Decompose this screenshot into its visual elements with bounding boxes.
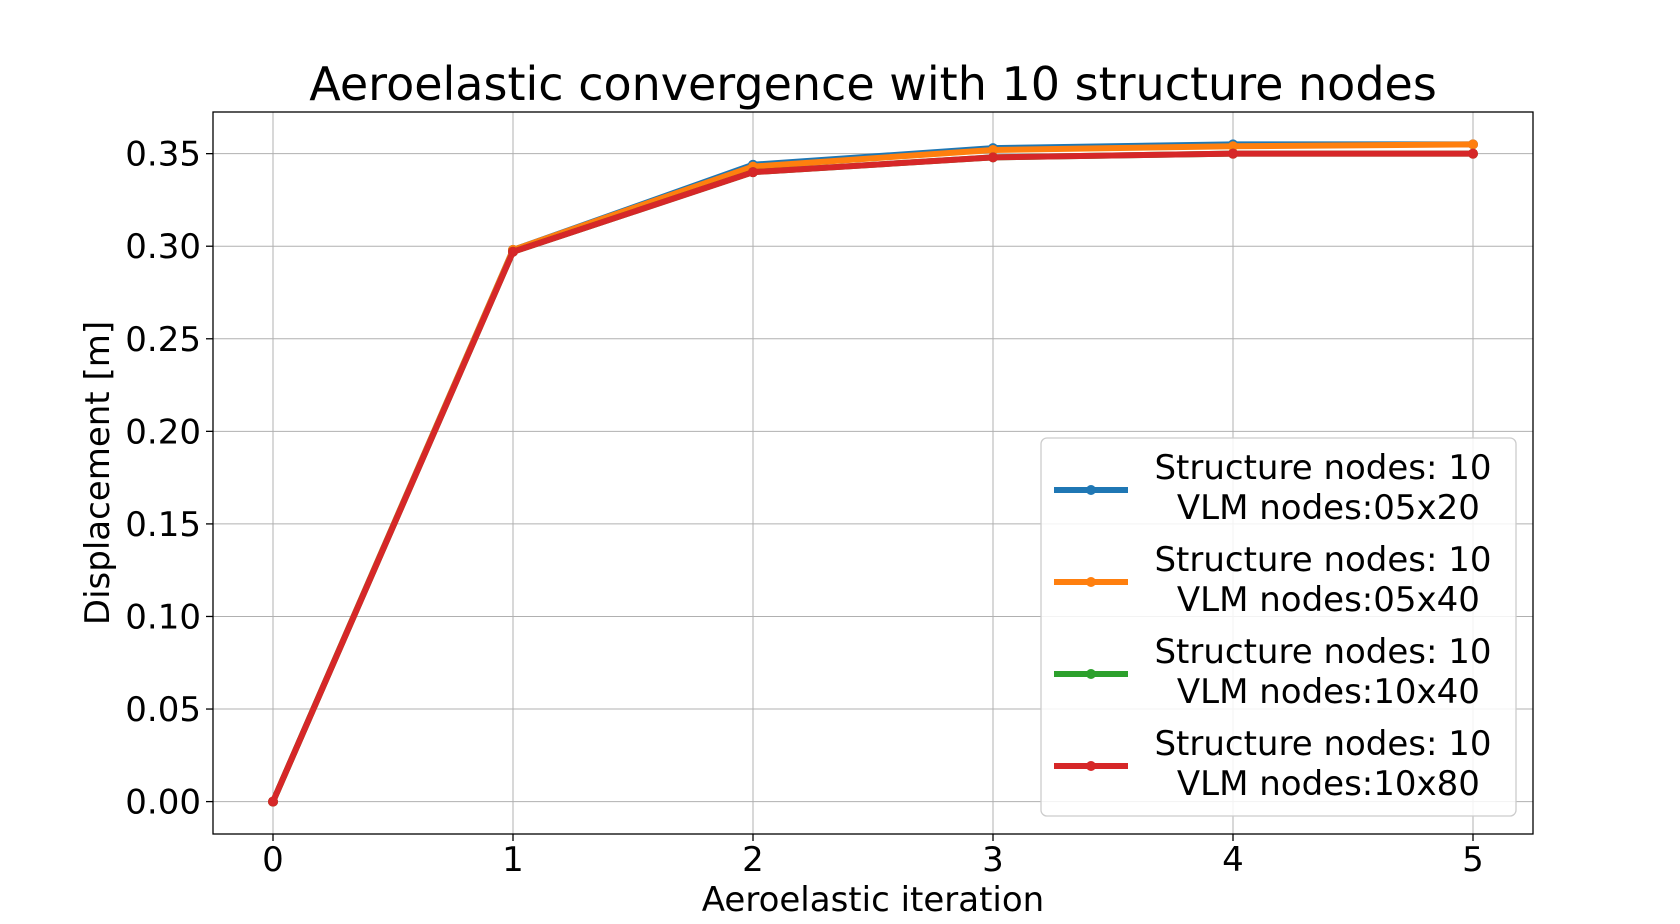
plot-frame <box>212 111 1534 835</box>
x-axis-label: Aeroelastic iteration <box>702 880 1044 920</box>
y-tick-label: 0.00 <box>125 783 201 823</box>
data-point <box>508 246 518 257</box>
x-tick-label: 3 <box>982 840 1004 880</box>
y-tick-label: 0.35 <box>125 135 201 175</box>
legend-marker <box>1086 577 1096 587</box>
data-point <box>268 796 278 807</box>
legend-label: VLM nodes:05x40 <box>1166 580 1480 620</box>
legend: Structure nodes: 10 VLM nodes:05x20Struc… <box>1040 437 1517 817</box>
data-point <box>988 144 998 155</box>
y-tick-label: 0.10 <box>125 597 201 637</box>
legend-marker <box>1086 761 1096 771</box>
legend-label: VLM nodes:10x80 <box>1166 764 1480 804</box>
legend-label: Structure nodes: 10 <box>1154 540 1491 580</box>
x-tick-label: 5 <box>1462 840 1484 880</box>
series-line <box>270 150 1476 805</box>
data-point <box>1228 141 1238 152</box>
legend-marker <box>1086 485 1096 495</box>
y-tick-label: 0.30 <box>125 227 201 267</box>
legend-label: Structure nodes: 10 <box>1154 448 1491 488</box>
data-point <box>1228 148 1238 159</box>
y-tick-label: 0.15 <box>125 505 201 545</box>
data-point <box>988 152 998 163</box>
legend-label: Structure nodes: 10 <box>1154 632 1491 672</box>
x-tick-label: 0 <box>262 840 284 880</box>
y-tick-label: 0.05 <box>125 690 201 730</box>
x-tick-label: 1 <box>502 840 524 880</box>
chart-title: Aeroelastic convergence with 10 structur… <box>309 57 1437 111</box>
series-lines <box>268 139 1478 807</box>
data-point <box>1468 139 1478 150</box>
legend-box <box>1040 437 1517 817</box>
x-tick-label: 2 <box>742 840 764 880</box>
x-tick-label: 4 <box>1222 840 1244 880</box>
data-point <box>748 167 758 178</box>
legend-marker <box>1086 669 1096 679</box>
legend-label: VLM nodes:10x40 <box>1166 672 1480 712</box>
data-point <box>1468 148 1478 159</box>
y-tick-label: 0.25 <box>125 320 201 360</box>
y-tick-label: 0.20 <box>125 412 201 452</box>
y-axis-label: Displacement [m] <box>78 321 118 625</box>
legend-label: Structure nodes: 10 <box>1154 724 1491 764</box>
axis-ticks: 0 1 2 3 4 5 0.00 0.05 0.10 0.15 0.20 0.25 0.30 0.35 <box>125 135 1484 880</box>
legend-label: VLM nodes:05x20 <box>1166 488 1480 528</box>
